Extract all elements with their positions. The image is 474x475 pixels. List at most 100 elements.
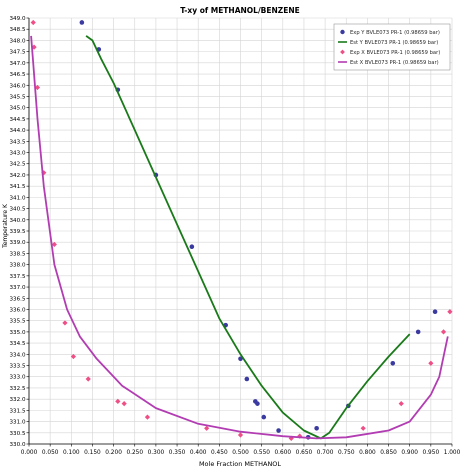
x-tick-label: 1.000 <box>444 450 461 456</box>
x-tick-label: 0.500 <box>232 450 249 456</box>
x-tick-label: 0.100 <box>63 450 80 456</box>
data-point-exp-y <box>189 244 195 249</box>
y-tick-label: 345.0 <box>9 106 25 112</box>
chart-title: T-xy of METHANOL/BENZENE <box>180 6 300 15</box>
y-tick-label: 337.0 <box>9 285 25 291</box>
y-tick-label: 343.5 <box>9 139 25 145</box>
y-tick-label: 340.0 <box>9 218 25 224</box>
data-point-exp-x <box>85 376 91 382</box>
x-tick-label: 0.350 <box>169 450 186 456</box>
y-tick-label: 342.5 <box>9 162 25 168</box>
x-tick-label: 0.300 <box>148 450 165 456</box>
data-point-exp-x <box>144 414 151 420</box>
data-point-exp-y <box>415 329 421 335</box>
y-tick-label: 337.5 <box>9 274 25 280</box>
y-tick-label: 330.0 <box>9 442 25 448</box>
y-tick-label: 340.5 <box>9 207 25 213</box>
x-tick-label: 0.250 <box>126 450 143 456</box>
data-point-exp-x <box>70 353 77 360</box>
data-point-exp-x <box>51 241 57 248</box>
x-tick-label: 0.200 <box>105 450 122 456</box>
x-tick-label: 0.150 <box>84 450 101 456</box>
series-line-est-y <box>85 35 411 440</box>
y-tick-label: 347.0 <box>9 61 25 67</box>
y-tick-label: 341.5 <box>9 184 25 190</box>
data-point-exp-x <box>440 329 447 335</box>
y-tick-label: 334.5 <box>9 341 25 347</box>
data-point-exp-x <box>62 320 68 326</box>
y-tick-label: 341.0 <box>9 195 25 201</box>
y-tick-label: 332.0 <box>9 397 25 403</box>
x-tick-label: 0.600 <box>274 450 291 456</box>
legend-label: Exp X BVLE073 PR-1 (0.98659 bar) <box>350 50 440 56</box>
y-tick-label: 338.0 <box>9 263 25 269</box>
legend-swatch-circle <box>340 29 345 35</box>
data-point-exp-x <box>237 432 244 438</box>
y-tick-label: 343.0 <box>9 151 25 157</box>
legend-box <box>333 23 451 71</box>
x-tick-label: 0.400 <box>190 450 207 456</box>
y-tick-label: 346.0 <box>9 83 25 89</box>
data-point-exp-x <box>428 360 434 366</box>
data-point-exp-y <box>238 356 243 362</box>
data-point-exp-x <box>204 425 210 431</box>
y-tick-label: 336.0 <box>9 307 25 313</box>
y-tick-label: 335.0 <box>9 330 25 336</box>
legend: Exp Y BVLE073 PR-1 (0.98659 bar) Est Y BV… <box>333 23 451 71</box>
x-tick-label: 0.650 <box>296 450 313 456</box>
x-tick-label: 0.800 <box>359 450 376 456</box>
data-point-exp-x <box>288 435 294 441</box>
data-point-exp-x <box>115 398 121 404</box>
y-tick-label: 348.5 <box>9 27 25 33</box>
y-tick-label: 330.5 <box>9 431 25 437</box>
y-tick-label: 344.5 <box>9 117 25 123</box>
data-point-exp-x <box>34 84 41 91</box>
y-tick-label: 339.0 <box>9 240 25 246</box>
y-tick-label: 332.5 <box>9 386 25 392</box>
data-point-exp-x <box>360 425 366 431</box>
y-tick-label: 331.0 <box>9 420 25 426</box>
legend-label: Est Y BVLE073 PR-1 (0.98659 bar) <box>350 40 438 46</box>
x-tick-label: 0.850 <box>380 450 397 456</box>
data-point-exp-x <box>447 309 453 315</box>
x-tick-label: 0.700 <box>317 450 334 456</box>
x-tick-label: 0.000 <box>21 450 38 456</box>
data-point-exp-x <box>398 401 404 407</box>
y-tick-label: 346.5 <box>9 72 25 78</box>
y-tick-label: 349.0 <box>9 16 25 22</box>
y-tick-label: 335.5 <box>9 319 25 325</box>
y-tick-label: 336.5 <box>9 296 25 302</box>
y-tick-label: 334.0 <box>9 352 25 358</box>
data-point-exp-x <box>121 401 127 407</box>
y-tick-label: 344.0 <box>9 128 25 134</box>
x-tick-label: 0.750 <box>338 450 355 456</box>
data-point-exp-x <box>30 19 36 26</box>
legend-label: Exp Y BVLE073 PR-1 (0.98659 bar) <box>350 30 440 36</box>
x-tick-label: 0.900 <box>401 450 418 456</box>
y-tick-label: 345.5 <box>9 94 25 100</box>
y-tick-label: 333.5 <box>9 364 25 370</box>
y-axis-label: Temperature K <box>2 203 9 249</box>
x-tick-label: 0.450 <box>211 450 228 456</box>
series-line-est-x <box>30 35 449 440</box>
x-tick-label: 0.550 <box>253 450 270 456</box>
data-point-exp-y <box>261 414 267 420</box>
y-tick-label: 333.0 <box>9 375 25 381</box>
data-point-exp-y <box>255 401 260 406</box>
data-point-exp-y <box>244 376 250 382</box>
legend-label: Est X BVLE073 PR-1 (0.98659 bar) <box>350 60 439 66</box>
data-point-exp-y <box>432 309 438 315</box>
y-tick-label: 338.5 <box>9 251 25 257</box>
x-axis-label: Mole Fraction METHANOL <box>199 460 281 468</box>
y-tick-label: 342.0 <box>9 173 25 179</box>
data-point-exp-y <box>276 428 281 433</box>
data-point-exp-x <box>297 433 303 439</box>
data-point-exp-y <box>79 20 85 25</box>
y-tick-label: 339.5 <box>9 229 25 235</box>
legend-swatch-diamond <box>340 49 345 55</box>
y-tick-label: 348.0 <box>9 38 25 44</box>
data-point-exp-y <box>314 426 319 431</box>
y-tick-label: 331.5 <box>9 408 25 414</box>
